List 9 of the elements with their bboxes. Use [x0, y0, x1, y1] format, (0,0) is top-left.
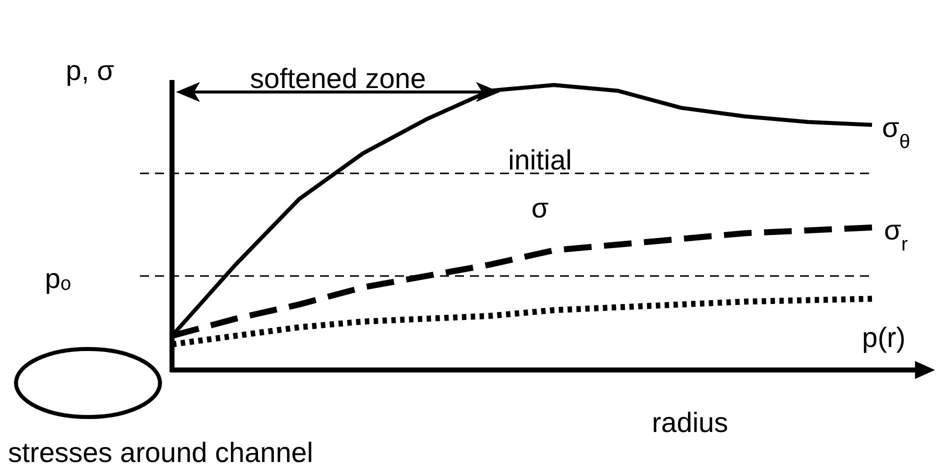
series-label: σ$_{r}$ [884, 214, 908, 256]
ref-line-label: initial σ [508, 144, 572, 224]
text: stresses around channel [8, 437, 314, 468]
annotation: softened zone [250, 63, 426, 94]
y-axis-title: p, σ [66, 55, 114, 86]
series-label: p(r) [862, 322, 906, 353]
series-label: σ$_{θ}$ [882, 112, 910, 153]
ref-line-label: pₒ [44, 262, 72, 294]
x-axis-title: radius [652, 407, 728, 438]
